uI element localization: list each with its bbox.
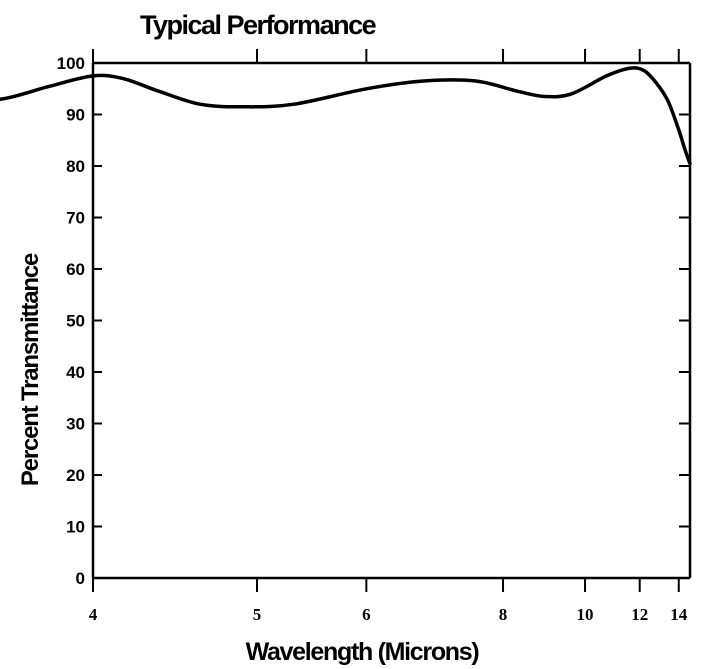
x-tick-label: 4 <box>89 605 98 624</box>
x-tick-label: 5 <box>253 605 262 624</box>
y-tick-label: 70 <box>66 209 85 228</box>
y-tick-label: 30 <box>66 415 85 434</box>
y-tick-label: 60 <box>66 260 85 279</box>
x-axis-label: Wavelength (Microns) <box>246 638 480 666</box>
x-tick-label: 6 <box>362 605 371 624</box>
y-tick-label: 40 <box>66 363 85 382</box>
x-axis-ticks: 2.534568101214 <box>89 49 688 624</box>
plot-frame <box>91 61 692 580</box>
y-axis-ticks: 0 10 20 30 40 50 60 70 80 90 100 <box>57 54 690 588</box>
y-tick-label: 50 <box>66 312 85 331</box>
y-tick-label: 90 <box>66 106 85 125</box>
x-tick-label: 12 <box>631 605 648 624</box>
series-layer <box>0 66 692 166</box>
chart-title: Typical Performance <box>140 10 377 40</box>
transmittance-series-line <box>0 66 692 166</box>
x-tick-label: 8 <box>499 605 508 624</box>
y-axis-label: Percent Transmittance <box>17 253 44 486</box>
y-tick-label: 20 <box>66 466 85 485</box>
x-tick-label: 10 <box>577 605 594 624</box>
y-tick-label: 80 <box>66 157 85 176</box>
y-tick-label: 10 <box>66 518 85 537</box>
y-tick-label: 0 <box>76 569 85 588</box>
x-tick-label: 14 <box>670 605 688 624</box>
y-tick-label: 100 <box>57 54 85 73</box>
